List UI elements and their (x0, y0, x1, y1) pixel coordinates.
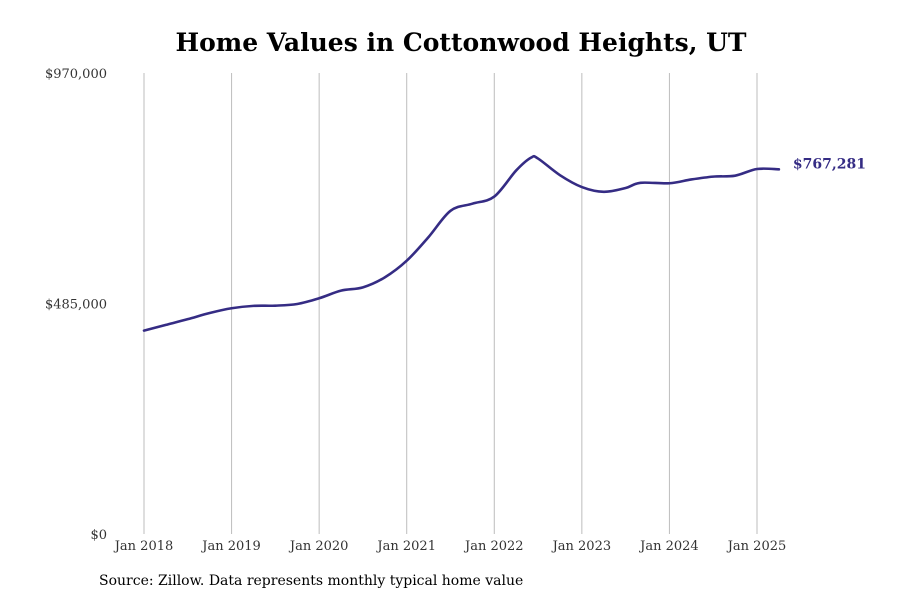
x-tick-label: Jan 2022 (463, 539, 524, 554)
y-tick-label: $0 (90, 528, 107, 543)
data-point (187, 318, 189, 320)
data-point (639, 182, 641, 184)
data-point (252, 305, 254, 307)
data-point (530, 156, 532, 158)
chart-title: Home Values in Cottonwood Heights, UT (175, 28, 747, 57)
x-tick-label: Jan 2020 (288, 539, 349, 554)
data-point (668, 182, 670, 184)
data-point (712, 175, 714, 177)
data-point (230, 307, 232, 309)
series-line (142, 154, 781, 332)
x-tick-label: Jan 2018 (113, 539, 174, 554)
data-point (362, 286, 364, 288)
x-tick-label: Jan 2023 (551, 539, 612, 554)
data-point (537, 157, 539, 159)
data-point (581, 186, 583, 188)
data-point (734, 174, 736, 176)
data-point (406, 260, 408, 262)
data-point (449, 210, 451, 212)
x-tick-label: Jan 2019 (200, 539, 261, 554)
data-point (778, 168, 780, 170)
x-tick-label: Jan 2025 (726, 539, 787, 554)
data-point (427, 236, 429, 238)
data-point (208, 312, 210, 314)
data-point (559, 174, 561, 176)
data-point (384, 276, 386, 278)
y-tick-label: $970,000 (45, 67, 107, 82)
data-point (143, 329, 145, 331)
data-point (603, 191, 605, 193)
data-point (690, 178, 692, 180)
data-point (493, 195, 495, 197)
y-tick-label: $485,000 (45, 298, 107, 313)
data-point (756, 168, 758, 170)
data-point (515, 169, 517, 171)
source-note: Source: Zillow. Data represents monthly … (99, 573, 524, 589)
data-point (318, 297, 320, 299)
data-point (274, 304, 276, 306)
data-point (340, 289, 342, 291)
x-tick-label: Jan 2024 (638, 539, 699, 554)
end-value-label: $767,281 (793, 156, 866, 172)
data-point (165, 324, 167, 326)
data-point (624, 187, 626, 189)
data-point (471, 202, 473, 204)
data-point (296, 303, 298, 305)
x-tick-label: Jan 2021 (375, 539, 436, 554)
